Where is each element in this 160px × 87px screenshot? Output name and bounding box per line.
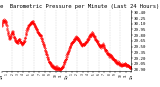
Title: Milwaukee  Barometric Pressure per Minute (Last 24 Hours): Milwaukee Barometric Pressure per Minute… bbox=[0, 4, 159, 9]
